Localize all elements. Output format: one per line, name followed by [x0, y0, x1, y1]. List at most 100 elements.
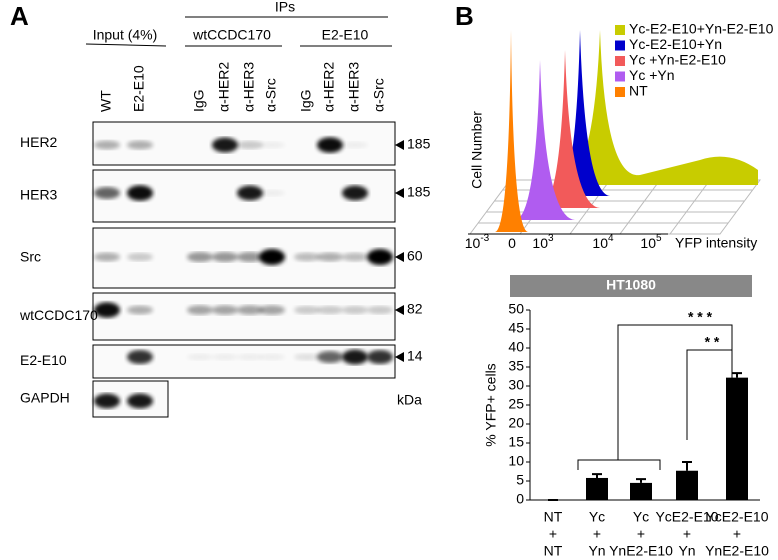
tick-exp: 5 [656, 233, 662, 244]
size-arrow [395, 305, 404, 315]
tick-exp: -3 [480, 233, 489, 244]
panel-label: B [455, 1, 474, 31]
y-tick-label: 45 [508, 320, 524, 336]
chart-header [510, 275, 752, 297]
annotation: * * [705, 334, 720, 350]
band [94, 252, 120, 262]
histogram [468, 30, 761, 235]
x-tick-label: + [733, 526, 741, 542]
band [187, 252, 213, 262]
y-tick-label: 5 [516, 472, 524, 488]
annotation: * * * [688, 309, 713, 325]
legend-label: Yc +Yn [629, 67, 675, 83]
hist-tick-label: 104 [592, 233, 614, 251]
row-label: wtCCDC170 [19, 307, 98, 323]
bracket [686, 349, 732, 440]
legend-swatch [615, 56, 625, 66]
tick-exp: 3 [548, 233, 554, 244]
size-label: 60 [407, 248, 423, 264]
band [294, 353, 320, 361]
legend-label: NT [629, 83, 648, 99]
legend-label: Yc +Yn-E2-E10 [629, 52, 726, 68]
tick-base: 10 [532, 235, 548, 251]
band [342, 185, 368, 201]
header-line [85, 43, 167, 47]
x-tick-label: Yn [588, 543, 605, 559]
band [259, 249, 285, 265]
y-tick-label: 10 [508, 453, 524, 469]
band [187, 305, 213, 315]
lane-label: IgG [191, 89, 207, 112]
row-label: HER3 [20, 187, 58, 203]
hist-xlabel: YFP intensity [675, 235, 757, 251]
legend-label: Yc-E2-E10+Yn-E2-E10 [629, 21, 774, 37]
hist-tick-label: 105 [640, 233, 662, 251]
x-tick-label: NT [544, 543, 563, 559]
band [259, 141, 285, 149]
band [294, 252, 320, 262]
x-tick-label: NT [544, 509, 563, 525]
band [127, 253, 153, 261]
x-tick-label: + [593, 526, 601, 542]
y-tick-label: 25 [508, 396, 524, 412]
band [94, 140, 120, 150]
panel-label: A [10, 1, 29, 31]
hist-peak [515, 60, 575, 220]
group-label: E2-E10 [322, 27, 369, 43]
error-bar [732, 372, 742, 378]
tick-base: 0 [508, 235, 516, 251]
size-unit: kDa [397, 392, 422, 408]
band [94, 187, 120, 199]
y-tick-label: 50 [508, 301, 524, 317]
hist-tick-label: 0 [508, 235, 516, 251]
x-tick-label: Yn [678, 543, 695, 559]
x-tick-label: YnE2-E10 [609, 543, 673, 559]
band [342, 349, 368, 365]
blot [92, 292, 396, 341]
legend-swatch [615, 71, 625, 82]
hist-tick-label: 103 [532, 233, 554, 251]
x-tick-label: + [637, 526, 645, 542]
hist-ylabel: Cell Number [469, 111, 485, 189]
lane-label: α-HER3 [346, 62, 362, 112]
hist-peak [540, 50, 600, 208]
band [342, 306, 368, 314]
tick-base: 10 [592, 235, 608, 251]
band [212, 252, 238, 262]
band [294, 306, 320, 314]
hist-peak [495, 30, 528, 232]
band [94, 302, 120, 318]
band [317, 252, 343, 262]
band [127, 185, 153, 201]
error-bar [636, 478, 646, 483]
x-tick-label: Yc [633, 509, 649, 525]
lane-label: α-Src [371, 78, 387, 112]
row-label: E2-E10 [20, 352, 67, 368]
tick-base: 10 [465, 235, 481, 251]
band [212, 137, 238, 153]
lane-label: α-HER2 [216, 62, 232, 112]
band [367, 249, 393, 265]
band [367, 350, 393, 364]
lane-label: α-Src [263, 78, 279, 112]
band [212, 353, 238, 361]
row-label: GAPDH [20, 390, 70, 406]
lane-label: WT [98, 90, 114, 112]
y-tick-label: 0 [516, 491, 524, 507]
legend-swatch [615, 25, 625, 35]
x-tick-label: YcE2-E10 [705, 509, 768, 525]
band [317, 306, 343, 314]
row-label: HER2 [20, 134, 58, 150]
band [259, 353, 285, 361]
x-tick-label: + [549, 526, 557, 542]
band [259, 189, 285, 197]
size-label: 14 [407, 348, 423, 364]
band [342, 141, 368, 149]
tick-exp: 4 [608, 233, 614, 244]
band [212, 305, 238, 315]
band [317, 137, 343, 153]
band [237, 305, 263, 315]
y-axis-label: % YFP+ cells [483, 363, 499, 446]
band [237, 353, 263, 361]
y-tick-label: 15 [508, 434, 524, 450]
